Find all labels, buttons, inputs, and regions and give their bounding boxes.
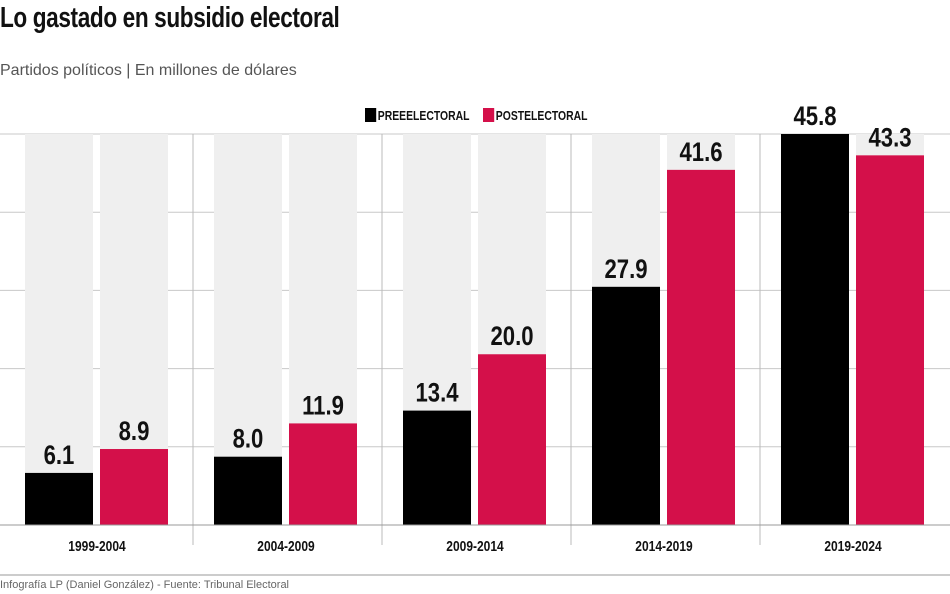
category-label: 2019-2024 [824,538,882,555]
legend-swatch-pre [365,108,377,122]
value-label: 11.9 [302,391,344,421]
bar-pre [214,456,282,525]
footer-divider [0,574,950,576]
bar-pre [403,410,471,525]
bar-pre [25,472,93,525]
value-label: 6.1 [44,441,75,471]
value-label: 45.8 [793,102,836,132]
chart-title: Lo gastado en subsidio electoral [0,2,340,34]
category-label: 1999-2004 [68,538,126,555]
category-label: 2009-2014 [446,538,504,555]
bar-background [25,134,93,525]
chart-subtitle: Partidos políticos | En millones de dóla… [0,62,297,79]
value-label: 8.9 [119,417,150,447]
bar-pre [781,134,849,525]
legend-label-post: POSTELECTORAL [495,108,588,123]
legend-swatch-post [483,108,495,122]
legend-label-pre: PREEELECTORAL [377,108,470,123]
value-label: 8.0 [233,425,264,455]
legend-item-post: POSTELECTORAL [483,108,587,123]
value-label: 20.0 [490,322,533,352]
category-label: 2014-2019 [635,538,693,555]
bar-post [289,423,357,525]
bar-pre [592,286,660,525]
value-label: 43.3 [868,123,911,153]
value-label: 13.4 [415,379,458,409]
value-label: 27.9 [604,255,647,285]
value-label: 41.6 [679,138,722,168]
bar-post [100,449,168,525]
bar-chart: 6.1 8.9 1999-2004 8.0 11.9 2004-2009 13.4 20.0 2… [0,102,950,555]
legend-item-pre: PREEELECTORAL [365,108,469,123]
bar-post [478,354,546,525]
bar-post [856,155,924,526]
bar-post [667,169,735,525]
footer-credit: Infografía LP (Daniel González) - Fuente… [0,579,290,591]
category-label: 2004-2009 [257,538,315,555]
